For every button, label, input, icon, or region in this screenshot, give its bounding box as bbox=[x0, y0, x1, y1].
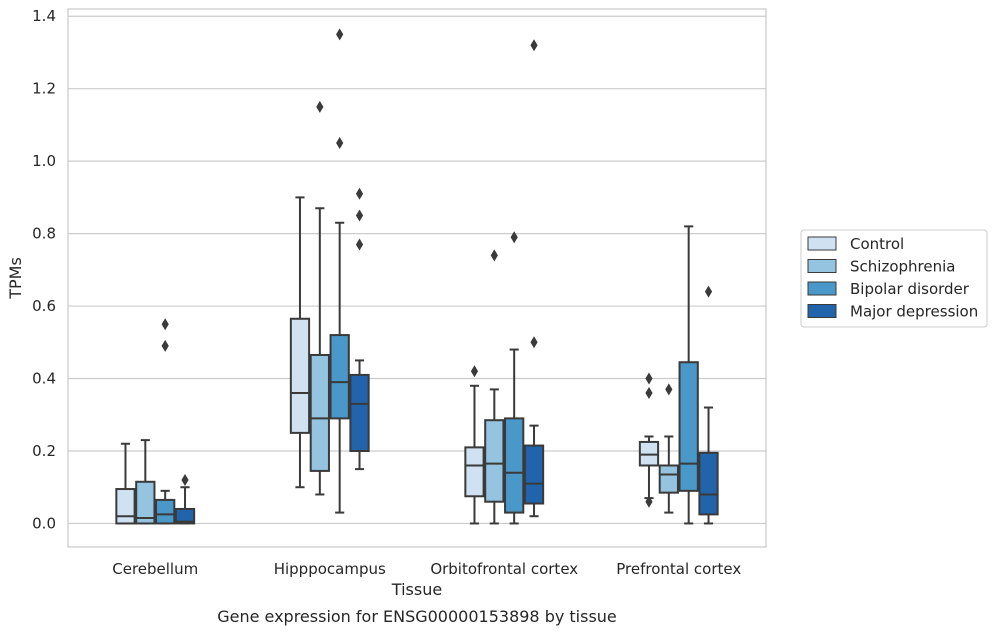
outlier-point bbox=[530, 336, 538, 349]
iqr-box bbox=[504, 417, 525, 514]
y-tick-label: 1.4 bbox=[32, 7, 56, 25]
y-tick-label: 0.2 bbox=[32, 442, 56, 460]
iqr-box bbox=[484, 419, 505, 503]
x-axis-label: Tissue bbox=[391, 580, 442, 599]
iqr-box bbox=[698, 451, 719, 516]
iqr-box bbox=[174, 507, 196, 525]
legend-label: Control bbox=[850, 235, 904, 253]
y-tick-label: 1.0 bbox=[32, 152, 56, 170]
y-tick-label: 0.8 bbox=[32, 225, 56, 243]
legend-label: Schizophrenia bbox=[850, 258, 955, 276]
iqr-box bbox=[309, 353, 330, 472]
legend-frame bbox=[800, 229, 988, 328]
outlier-point bbox=[510, 231, 518, 244]
chart-caption: Gene expression for ENSG00000153898 by t… bbox=[217, 607, 617, 626]
box-bipolar-disorder bbox=[504, 231, 525, 525]
x-tick-label: Cerebellum bbox=[112, 560, 198, 578]
y-axis-label: TPMs bbox=[6, 257, 25, 300]
y-tick-label: 1.2 bbox=[32, 80, 56, 98]
iqr-box bbox=[289, 317, 311, 434]
legend-swatch bbox=[807, 259, 837, 273]
box-control bbox=[115, 442, 136, 525]
outlier-point bbox=[645, 372, 653, 385]
outlier-point bbox=[355, 187, 364, 200]
box-control bbox=[289, 196, 311, 489]
legend-label: Bipolar disorder bbox=[850, 280, 970, 298]
outlier-point bbox=[161, 318, 169, 331]
outlier-point bbox=[181, 473, 189, 486]
box-schizophrenia bbox=[658, 383, 679, 514]
plot-frame bbox=[67, 8, 767, 548]
outlier-point bbox=[336, 137, 344, 150]
legend-label: Major depression bbox=[850, 303, 978, 321]
iqr-box bbox=[349, 373, 370, 452]
outlier-point bbox=[665, 383, 673, 396]
iqr-box bbox=[115, 488, 136, 525]
outlier-point bbox=[355, 209, 364, 222]
outlier-point bbox=[336, 28, 344, 41]
box-control bbox=[464, 365, 485, 525]
box-groups bbox=[115, 28, 719, 525]
box-major-depression bbox=[523, 39, 545, 518]
outlier-point bbox=[530, 39, 538, 52]
iqr-box bbox=[658, 464, 679, 494]
box-major-depression bbox=[698, 285, 719, 525]
x-tick-label: Hipppocampus bbox=[274, 560, 386, 578]
outlier-point bbox=[490, 249, 498, 262]
box-bipolar-disorder bbox=[155, 318, 176, 525]
box-bipolar-disorder bbox=[678, 225, 699, 525]
y-tick-label: 0.6 bbox=[32, 297, 56, 315]
outlier-point bbox=[470, 365, 479, 378]
iqr-box bbox=[329, 334, 350, 420]
outlier-point bbox=[645, 387, 653, 400]
box-bipolar-disorder bbox=[329, 28, 350, 514]
x-tick-label: Orbitofrontal cortex bbox=[430, 560, 578, 578]
iqr-box bbox=[678, 361, 699, 492]
iqr-box bbox=[155, 498, 176, 525]
iqr-box bbox=[523, 444, 545, 505]
box-control bbox=[638, 372, 660, 508]
box-major-depression bbox=[349, 187, 370, 471]
y-tick-label: 0.4 bbox=[32, 370, 56, 388]
x-tick-label: Prefrontal cortex bbox=[616, 560, 741, 578]
legend-swatch bbox=[807, 281, 837, 296]
box-schizophrenia bbox=[135, 439, 156, 525]
iqr-box bbox=[135, 480, 156, 525]
legend-swatch bbox=[807, 304, 837, 318]
legend-swatch bbox=[807, 236, 837, 251]
box-major-depression bbox=[174, 473, 196, 525]
box-schizophrenia bbox=[484, 249, 505, 525]
outlier-point bbox=[355, 238, 364, 251]
y-tick-label: 0.0 bbox=[32, 514, 56, 532]
outlier-point bbox=[704, 285, 713, 298]
outlier-point bbox=[645, 495, 653, 508]
legend: Control Schizophrenia Bipolar disorder Majo… bbox=[800, 229, 988, 328]
outlier-point bbox=[161, 339, 169, 352]
x-tick-labels: Cerebellum Hipppocampus Orbitofrontal cort… bbox=[112, 560, 741, 578]
box-schizophrenia bbox=[309, 100, 330, 496]
iqr-box bbox=[464, 446, 485, 498]
y-tick-labels: 0.0 0.2 0.4 0.6 0.8 1.0 1.2 1.4 bbox=[32, 7, 56, 532]
outlier-point bbox=[316, 100, 324, 113]
